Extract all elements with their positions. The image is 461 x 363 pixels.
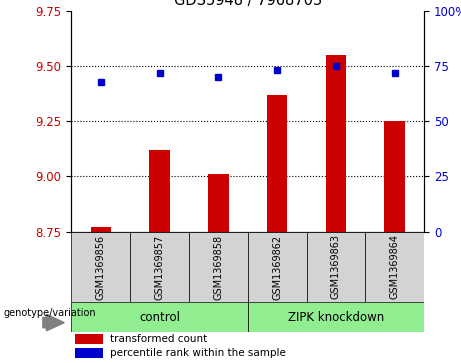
Text: GSM1369863: GSM1369863 xyxy=(331,234,341,299)
Bar xyxy=(267,95,288,232)
Text: control: control xyxy=(139,311,180,324)
Bar xyxy=(90,227,111,232)
Title: GDS5948 / 7968703: GDS5948 / 7968703 xyxy=(174,0,322,8)
Text: GSM1369857: GSM1369857 xyxy=(154,234,165,299)
FancyBboxPatch shape xyxy=(248,302,424,332)
Bar xyxy=(149,150,170,232)
Text: GSM1369856: GSM1369856 xyxy=(96,234,106,299)
FancyArrow shape xyxy=(43,314,64,331)
FancyBboxPatch shape xyxy=(130,232,189,302)
Text: GSM1369858: GSM1369858 xyxy=(213,234,224,299)
Bar xyxy=(325,55,346,232)
FancyBboxPatch shape xyxy=(248,232,307,302)
Text: genotype/variation: genotype/variation xyxy=(4,308,96,318)
Text: GSM1369864: GSM1369864 xyxy=(390,234,400,299)
FancyBboxPatch shape xyxy=(307,232,365,302)
Text: transformed count: transformed count xyxy=(110,334,207,344)
FancyBboxPatch shape xyxy=(71,232,130,302)
Bar xyxy=(208,174,229,232)
Bar xyxy=(75,334,103,344)
Text: GSM1369862: GSM1369862 xyxy=(272,234,282,299)
FancyBboxPatch shape xyxy=(365,232,424,302)
Text: percentile rank within the sample: percentile rank within the sample xyxy=(110,348,286,358)
Bar xyxy=(75,348,103,358)
FancyBboxPatch shape xyxy=(71,302,248,332)
Text: ZIPK knockdown: ZIPK knockdown xyxy=(288,311,384,324)
Bar xyxy=(384,121,405,232)
FancyBboxPatch shape xyxy=(189,232,248,302)
